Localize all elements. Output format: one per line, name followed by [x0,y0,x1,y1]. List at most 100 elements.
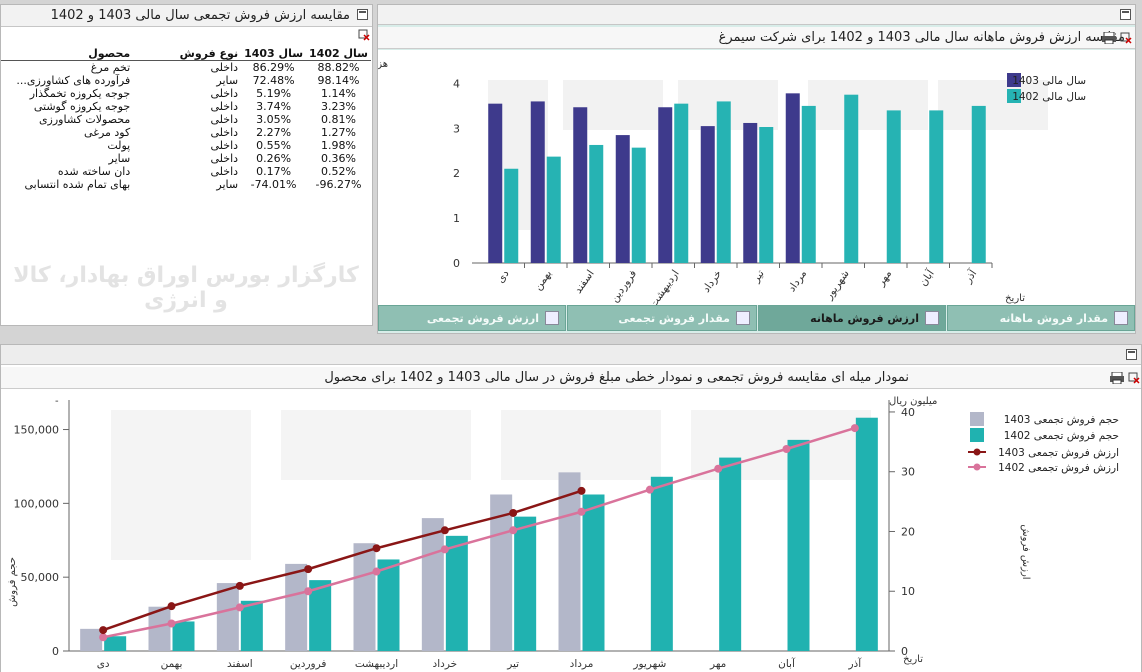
bar-volume-1402[interactable] [309,580,332,651]
line-value-1402[interactable] [102,426,856,639]
table-row[interactable]: دان ساخته شده داخلی 0.17% 0.52% [1,165,371,178]
cell-1402: 0.36% [321,152,356,165]
bar-1403[interactable] [488,103,503,263]
x-tick-label: اردیبهشت [355,658,398,670]
bar-volume-1403[interactable] [490,494,513,651]
bar-1402[interactable] [631,147,646,263]
chart-legend: حجم فروش تجمعی 1403 حجم فروش تجمعی 1402 … [968,412,1119,474]
cell-1403: 0.26% [256,152,292,165]
line-point-1403[interactable] [577,486,586,495]
tab-monthly-quantity[interactable]: مقدار فروش ماهانه [947,305,1135,331]
bar-1403[interactable] [785,93,800,263]
print-icon[interactable] [1110,372,1124,384]
bar-volume-1402[interactable] [172,621,195,651]
column-header-product[interactable]: محصول [1,47,134,61]
bar-volume-1403[interactable] [421,518,444,651]
bar-volume-1402[interactable] [787,439,810,651]
column-header-1402[interactable]: سال 1402 [306,47,371,61]
table-row[interactable]: جوجه یکروزه تخمگذار داخلی 5.19% 1.14% [1,87,371,100]
line-point-1403[interactable] [509,508,518,517]
bar-1403[interactable] [658,107,673,264]
bar-volume-1402[interactable] [514,516,537,651]
line-point-1402[interactable] [645,485,654,494]
bar-1403[interactable] [743,122,758,263]
cell-product: جوجه یکروزه گوشتی [33,100,131,113]
print-icon[interactable] [1102,32,1116,44]
bar-1402[interactable] [844,94,859,263]
table-row[interactable]: سایر داخلی 0.26% 0.36% [1,152,371,165]
column-header-1403[interactable]: سال 1403 [241,47,307,61]
line-point-1403[interactable] [167,602,176,611]
line-point-1402[interactable] [167,619,176,628]
bar-volume-1403[interactable] [216,583,239,651]
bar-volume-1402[interactable] [104,636,127,651]
maximize-icon[interactable] [357,9,368,20]
clear-filter-icon[interactable] [1128,372,1140,384]
maximize-icon[interactable] [1126,349,1137,360]
bar-volume-1402[interactable] [445,535,468,651]
y-left-axis-top-dash: - [55,396,59,407]
y-right-tick-label: 10 [901,585,915,598]
bar-volume-1402[interactable] [855,417,878,651]
bar-1402[interactable] [801,105,816,263]
bar-1402[interactable] [971,105,986,263]
column-header-sale-type[interactable]: نوع فروش [133,47,242,61]
bar-volume-1403[interactable] [558,472,581,651]
bar-1402[interactable] [759,127,774,264]
line-point-1402[interactable] [99,633,108,642]
table-row[interactable]: فرآورده های کشاورزی... سایر 72.48% 98.14% [1,74,371,87]
bar-1402[interactable] [589,144,604,263]
x-axis-title: تاریخ [1005,293,1025,304]
line-point-1403[interactable] [440,526,449,535]
clear-filter-icon[interactable] [1120,32,1132,44]
line-point-1402[interactable] [850,424,859,433]
table-row[interactable]: پولت داخلی 0.55% 1.98% [1,139,371,152]
bar-1402[interactable] [716,101,731,263]
line-point-1402[interactable] [782,445,791,454]
table-row[interactable]: کود مرغی داخلی 2.27% 1.27% [1,126,371,139]
bar-volume-1402[interactable] [719,457,742,651]
bar-1403[interactable] [573,107,588,264]
bar-volume-1402[interactable] [582,494,605,651]
tab-cumulative-quantity[interactable]: مقدار فروش تجمعی [567,305,757,331]
line-point-1403[interactable] [304,565,313,574]
table-row[interactable]: تخم مرغ داخلی 86.29% 88.82% [1,61,371,74]
line-point-1402[interactable] [577,507,586,516]
table-row[interactable]: جوجه یکروزه گوشتی داخلی 3.74% 3.23% [1,100,371,113]
bar-1403[interactable] [615,135,630,263]
cell-sale-type: داخلی [210,152,239,165]
line-value-1403[interactable] [102,489,582,632]
table-row[interactable]: محصولات کشاورزی داخلی 3.05% 0.81% [1,113,371,126]
bar-1402[interactable] [504,168,519,263]
bar-volume-1403[interactable] [80,628,103,651]
maximize-icon[interactable] [1120,9,1131,20]
line-point-1403[interactable] [235,581,244,590]
tab-monthly-value[interactable]: ارزش فروش ماهانه [758,305,946,331]
cell-product: پولت [107,139,131,152]
line-point-1402[interactable] [235,603,244,612]
bar-1403[interactable] [700,126,715,264]
x-axis-title: تاریخ [903,654,923,665]
bar-volume-1403[interactable] [353,543,376,651]
clear-filter-icon[interactable] [358,29,370,41]
bar-volume-1402[interactable] [377,559,400,651]
bar-volume-1402[interactable] [650,476,673,651]
bar-volume-1402[interactable] [240,600,263,651]
bar-volume-1403[interactable] [148,606,171,651]
line-point-1402[interactable] [440,545,449,554]
line-point-1402[interactable] [509,526,518,535]
bar-1402[interactable] [546,156,561,263]
bar-1402[interactable] [886,110,901,263]
line-point-1402[interactable] [372,567,381,576]
bar-1402[interactable] [929,110,944,263]
bar-1403[interactable] [530,101,545,263]
tab-cumulative-value[interactable]: ارزش فروش تجمعی [378,305,566,331]
bar-1402[interactable] [674,103,689,263]
table-row[interactable]: بهای تمام شده انتسابی سایر -74.01% -96.27% [1,178,371,191]
line-point-1403[interactable] [372,544,381,553]
bar-volume-1403[interactable] [285,563,308,651]
line-point-1402[interactable] [304,587,313,596]
line-point-1403[interactable] [99,626,108,635]
tab-label: ارزش فروش ماهانه [810,312,919,325]
line-point-1402[interactable] [714,464,723,473]
